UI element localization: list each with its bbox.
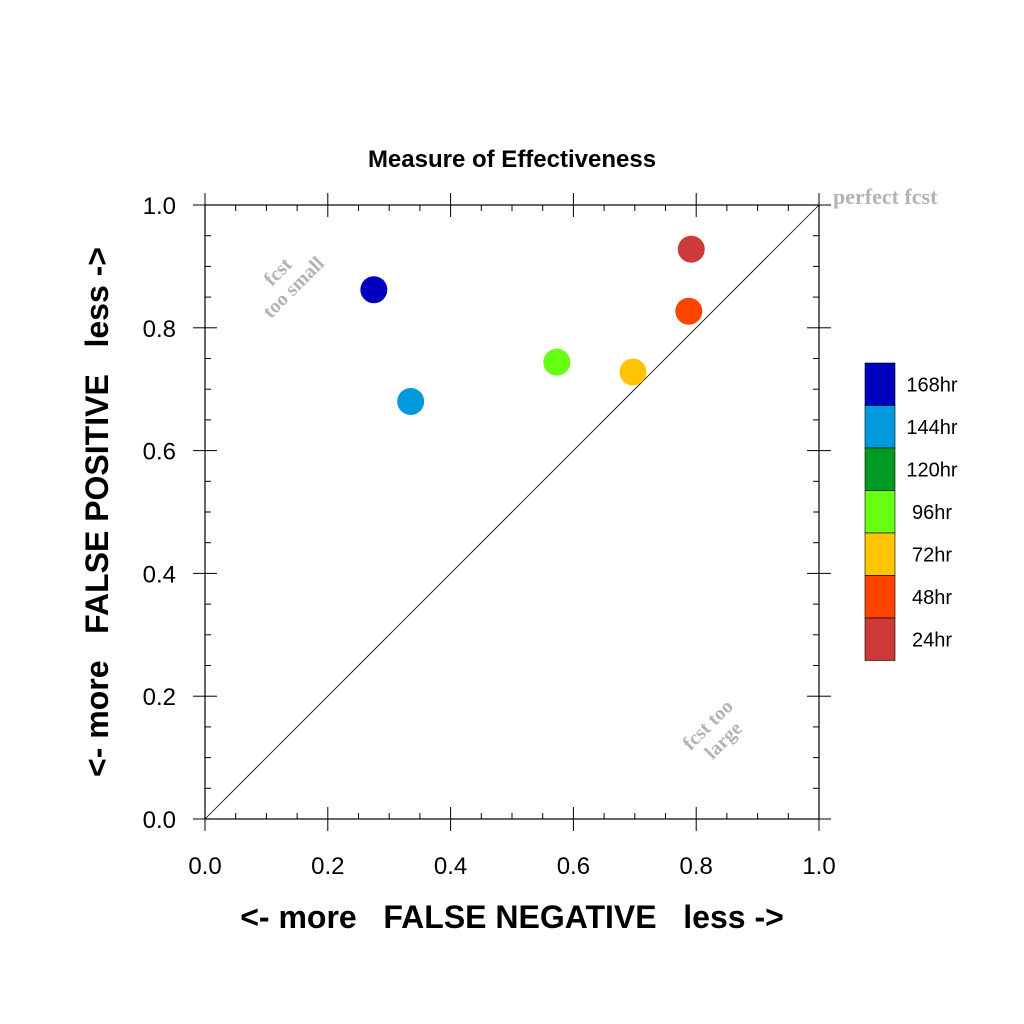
y-tick-labels: 0.0 0.2 0.4 0.6 0.8 1.0 (143, 193, 176, 834)
y-tick-label: 0.6 (143, 439, 176, 466)
x-tick-label: 0.2 (311, 853, 344, 880)
legend-label: 168hr (906, 374, 957, 396)
legend-label: 24hr (912, 629, 952, 651)
legend-swatch-48hr (864, 575, 896, 619)
y-tick-label: 0.8 (143, 316, 176, 343)
x-tick-label: 1.0 (802, 853, 835, 880)
annotation-too-small-line2: too small (259, 252, 329, 322)
data-points (360, 235, 705, 415)
legend: 168hr 144hr 120hr 96hr 72hr 48hr 24hr (864, 362, 958, 661)
y-tick-label: 0.2 (143, 684, 176, 711)
legend-swatch-144hr (864, 405, 896, 449)
y-axis-label: <- more FALSE POSITIVE less -> (79, 247, 115, 777)
x-tick-labels: 0.0 0.2 0.4 0.6 0.8 1.0 (188, 853, 835, 880)
annotation-fcst-too-small: fcst too small (259, 252, 329, 322)
x-axis-label: <- more FALSE NEGATIVE less -> (240, 899, 784, 935)
legend-swatch-168hr (864, 362, 896, 406)
legend-swatch-24hr (864, 617, 896, 661)
data-point-72hr (619, 358, 647, 386)
y-tick-label: 0.0 (143, 807, 176, 834)
annotation-perfect-fcst: perfect fcst (833, 184, 938, 209)
y-tick-label: 1.0 (143, 193, 176, 220)
legend-swatch-96hr (864, 490, 896, 534)
x-tick-label: 0.8 (680, 853, 713, 880)
legend-label: 120hr (906, 459, 957, 481)
x-tick-label: 0.4 (434, 853, 467, 880)
legend-label: 144hr (906, 417, 957, 439)
chart-title: Measure of Effectiveness (368, 146, 656, 173)
x-tick-label: 0.6 (557, 853, 590, 880)
data-point-96hr (543, 348, 571, 376)
data-point-48hr (675, 297, 703, 325)
data-point-24hr (677, 235, 705, 263)
x-tick-label: 0.0 (188, 853, 221, 880)
legend-label: 96hr (912, 502, 952, 524)
annotation-fcst-too-large: fcst too large (679, 696, 747, 764)
legend-label: 72hr (912, 544, 952, 566)
axis-ticks (193, 193, 831, 831)
data-point-168hr (360, 276, 388, 304)
legend-swatch-72hr (864, 532, 896, 576)
legend-label: 48hr (912, 587, 952, 609)
plot-area (193, 193, 831, 831)
reference-diagonal (204, 204, 820, 820)
y-tick-label: 0.4 (143, 561, 176, 588)
data-point-144hr (397, 387, 425, 415)
legend-swatch-120hr (864, 447, 896, 491)
